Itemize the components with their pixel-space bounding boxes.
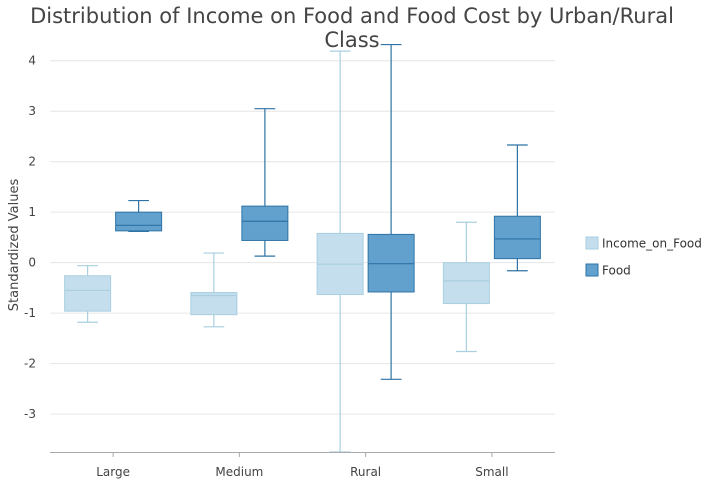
y-tick-label: -3 (24, 407, 36, 421)
chart-title: Distribution of Income on Food and Food … (30, 4, 674, 52)
y-tick-label: 3 (28, 104, 36, 118)
gridlines (50, 60, 555, 415)
y-tick-label: -2 (24, 357, 36, 371)
legend-item-food: Food (585, 263, 631, 278)
y-axis-title: Standardized Values (7, 179, 22, 312)
box-food-small (493, 144, 541, 272)
box-iqr (493, 215, 541, 260)
y-tick-label: -1 (24, 306, 36, 320)
box-food-rural (367, 43, 415, 380)
box-income_on_food-medium (190, 252, 238, 328)
box-income_on_food-rural (316, 50, 364, 453)
x-tick-label: Large (96, 465, 130, 479)
y-tick-label: 1 (28, 205, 36, 219)
y-tick-label: 0 (28, 256, 36, 270)
box-iqr (190, 291, 238, 316)
legend-swatch (585, 236, 599, 250)
legend: Income_on_Food Food (585, 236, 702, 278)
axes: -3 -2 -1 0 1 2 3 4 Standardized Values Large Mediu… (7, 54, 555, 479)
box-iqr (442, 262, 490, 305)
x-tick-label: Medium (215, 465, 263, 479)
box-income_on_food-large (64, 265, 112, 323)
box-food-large (115, 199, 163, 232)
box-income_on_food-small (442, 221, 490, 353)
box-iqr (64, 275, 112, 312)
plot-area (64, 43, 541, 453)
y-tick-label: 4 (28, 54, 36, 68)
legend-item-income_on_food: Income_on_Food (585, 236, 702, 251)
x-tick-label: Small (475, 465, 508, 479)
box-iqr (241, 205, 289, 241)
box-iqr (115, 211, 163, 232)
legend-label: Food (602, 264, 631, 278)
y-tick-label: 2 (28, 155, 36, 169)
legend-label: Income_on_Food (602, 237, 702, 251)
legend-swatch (585, 263, 599, 277)
box-food-medium (241, 108, 289, 257)
x-tick-label: Rural (350, 465, 381, 479)
